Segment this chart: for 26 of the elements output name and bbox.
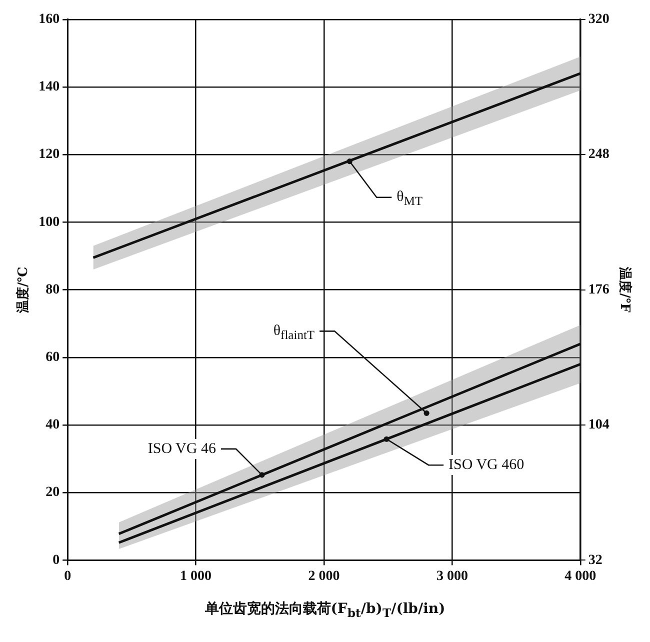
annotation: θ$_{flaintT}$ [271, 321, 317, 342]
y2-axis-title: 温度/℉ [616, 266, 633, 313]
x-tick-label: 2 000 [308, 569, 340, 584]
y-tick-label: 0 [52, 552, 60, 568]
y2-tick-label: 248 [588, 147, 610, 162]
y2-tick-label: 104 [588, 418, 610, 433]
y-tick-label: 120 [38, 147, 60, 162]
text: ISO VG 460 [446, 455, 526, 476]
x-tick-label: 1 000 [180, 569, 212, 584]
text: ISO VG 46 [146, 438, 218, 459]
x-tick-label: 0 [64, 569, 72, 584]
y-tick-label: 80 [46, 282, 60, 298]
annotation: θ$_{MT}$ [394, 187, 425, 208]
y-axis-title: 温度/℃ [15, 266, 32, 314]
x-tick-label: 4 000 [564, 569, 596, 584]
y-tick-label: 60 [46, 350, 60, 366]
y-tick-label: 20 [46, 485, 60, 500]
y2-tick-label: 320 [588, 12, 610, 28]
x-tick-label: 3 000 [436, 569, 468, 584]
y2-tick-label: 32 [588, 552, 602, 568]
y-tick-label: 160 [38, 12, 60, 28]
y-tick-label: 140 [38, 80, 60, 95]
y-tick-label: 40 [46, 418, 60, 433]
y2-tick-label: 176 [588, 282, 610, 298]
y-tick-label: 100 [38, 214, 60, 230]
x-axis-title: 单位齿宽的法向载荷(F$_{bt}$/b)$_{T}$/(lb/in) [204, 600, 446, 620]
